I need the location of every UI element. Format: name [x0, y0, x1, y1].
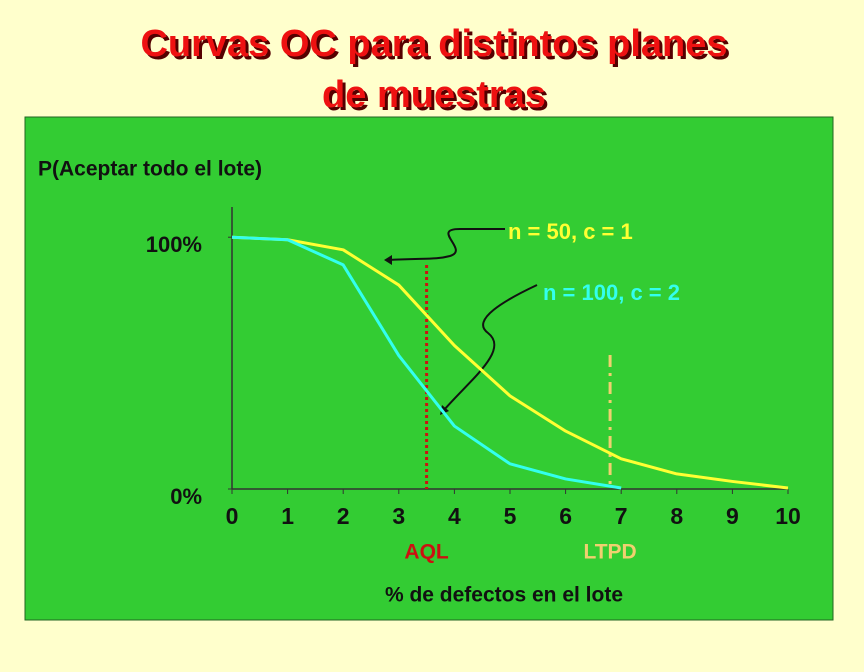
series-line	[231, 235, 622, 490]
x-tick-label: 0	[226, 503, 239, 529]
chart-title: de muestras	[322, 74, 546, 116]
x-tick-label: 5	[504, 503, 517, 529]
title-shadow: de muestras	[325, 77, 549, 119]
x-tick-label: 8	[670, 503, 683, 529]
x-tick-label: 6	[559, 503, 572, 529]
chart-panel	[24, 116, 834, 621]
y-tick-label: 0%	[170, 484, 202, 509]
x-tick-label: 9	[726, 503, 739, 529]
arrow	[443, 284, 538, 411]
series-line	[231, 235, 789, 490]
x-tick-label: 3	[392, 503, 405, 529]
x-tick-label: 1	[281, 503, 294, 529]
title-shadow: Curvas OC para distintos planes	[143, 26, 730, 68]
x-tick-label: 7	[615, 503, 628, 529]
reference-label: LTPD	[583, 541, 636, 564]
chart-title: Curvas OC para distintos planes	[140, 23, 727, 65]
x-tick-label: 2	[337, 503, 350, 529]
legend-label: n = 100, c = 2	[543, 280, 680, 305]
x-tick-label: 10	[775, 503, 801, 529]
y-axis-label: P(Aceptar todo el lote)	[38, 158, 262, 181]
y-tick-label: 100%	[146, 232, 202, 257]
reference-label: AQL	[404, 541, 449, 564]
arrow	[387, 228, 505, 261]
x-axis-label: % de defectos en el lote	[385, 584, 623, 607]
x-tick-label: 4	[448, 503, 461, 529]
legend-label: n = 50, c = 1	[508, 219, 633, 244]
arrowhead	[384, 255, 392, 265]
